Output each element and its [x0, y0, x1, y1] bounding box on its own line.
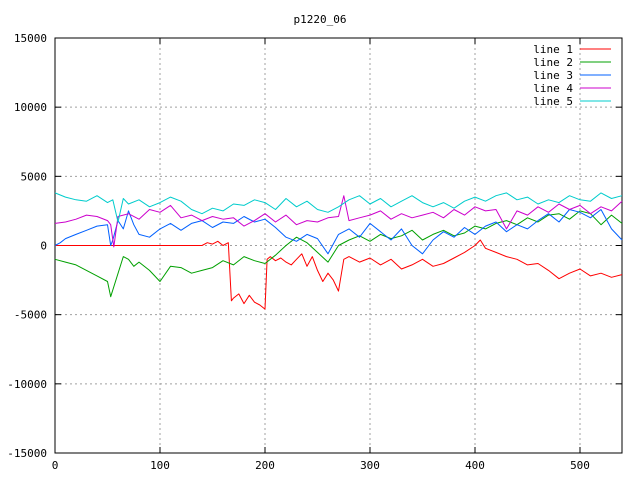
- legend-label: line 1: [533, 43, 573, 56]
- legend-label: line 2: [533, 56, 573, 69]
- legend-label: line 4: [533, 82, 573, 95]
- y-tick-label: 10000: [14, 101, 47, 114]
- y-tick-label: 5000: [21, 170, 48, 183]
- series-line-4: [54, 195, 623, 248]
- legend-label: line 5: [533, 95, 573, 108]
- x-tick-label: 500: [570, 459, 590, 472]
- axis-ticks: 0 100 200 300 400 500 -15000 -10000 -5000 0 5000 10…: [7, 32, 622, 472]
- series-layer: [54, 192, 623, 310]
- series-line-5: [54, 192, 623, 223]
- y-tick-label: -5000: [14, 309, 47, 322]
- x-tick-label: 100: [150, 459, 170, 472]
- series-line-2: [54, 210, 623, 298]
- y-tick-label: 15000: [14, 32, 47, 45]
- grid-lines: [55, 38, 622, 453]
- x-tick-label: 200: [255, 459, 275, 472]
- x-tick-label: 300: [360, 459, 380, 472]
- x-tick-label: 0: [52, 459, 59, 472]
- chart-title: p1220_06: [294, 13, 347, 26]
- series-line-3: [54, 209, 623, 255]
- x-tick-label: 400: [465, 459, 485, 472]
- legend-label: line 3: [533, 69, 573, 82]
- series-line-1: [55, 239, 623, 310]
- y-tick-label: -10000: [7, 378, 47, 391]
- y-tick-label: 0: [40, 240, 47, 253]
- y-tick-label: -15000: [7, 447, 47, 460]
